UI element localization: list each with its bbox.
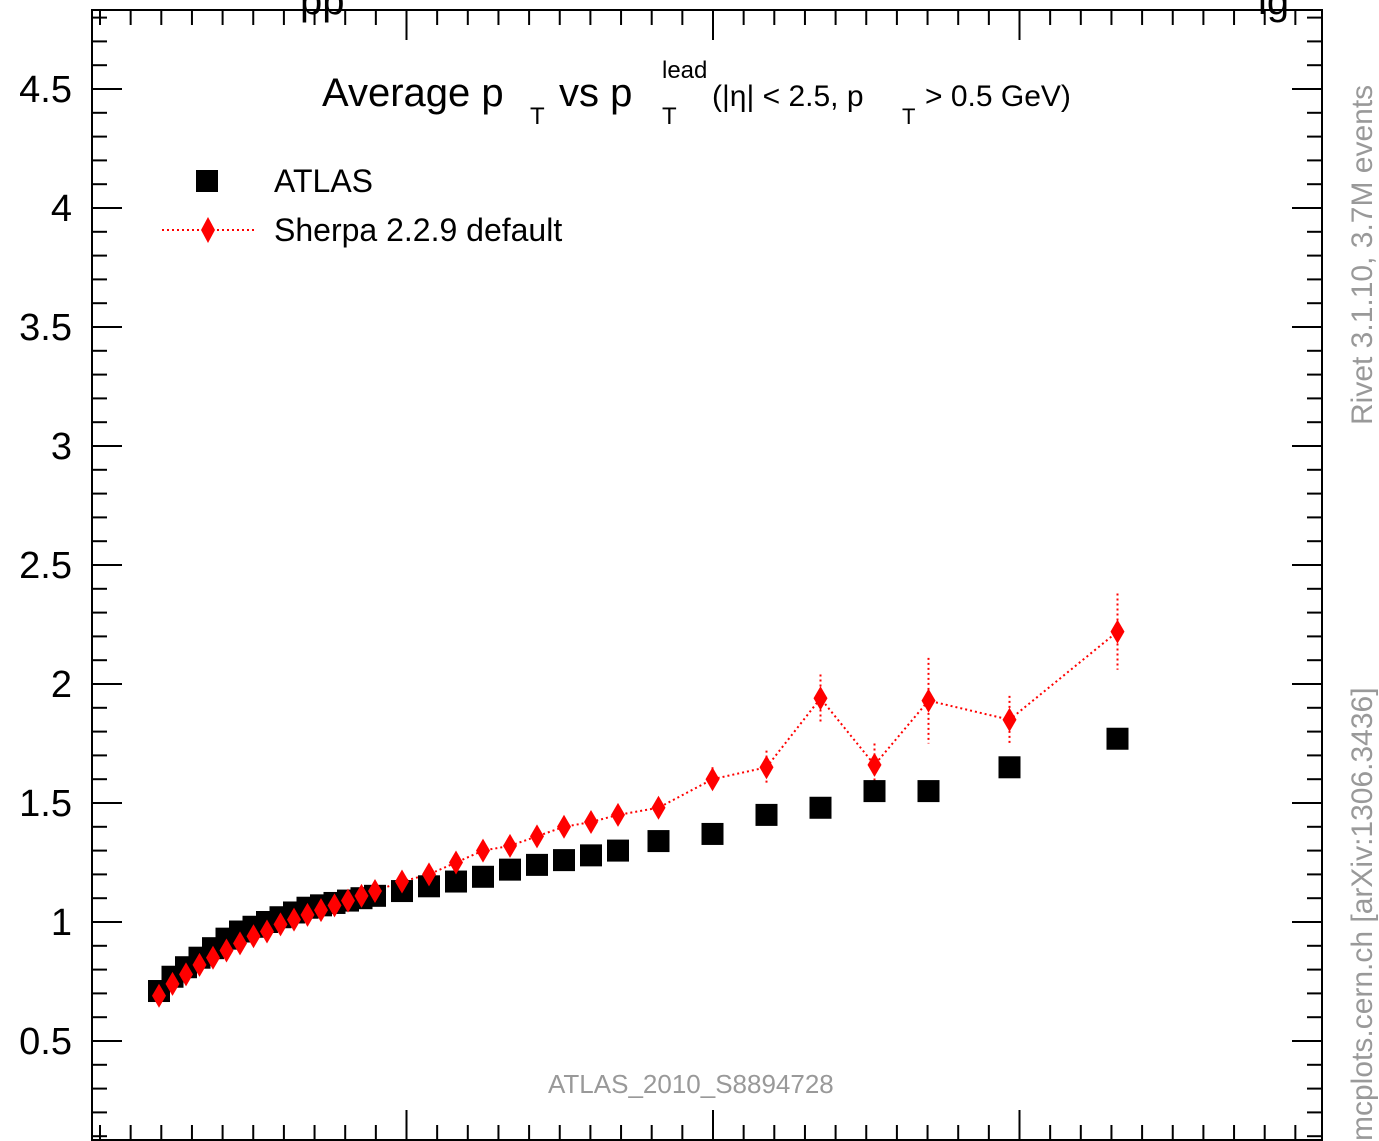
sherpa-point bbox=[260, 919, 274, 944]
atlas-point bbox=[445, 870, 467, 893]
title-sub-t-1: T bbox=[530, 103, 545, 130]
sherpa-point bbox=[476, 838, 490, 863]
atlas-point bbox=[472, 865, 494, 888]
sherpa-point bbox=[341, 888, 355, 913]
title-sub-t-3: T bbox=[902, 104, 915, 129]
y-tick-label: 4 bbox=[51, 188, 72, 230]
y-tick-label: 2.5 bbox=[19, 545, 72, 587]
sherpa-line bbox=[158, 630, 1119, 997]
sherpa-point bbox=[449, 850, 463, 875]
y-tick-label: 1.5 bbox=[19, 783, 72, 825]
sherpa-point bbox=[165, 971, 180, 996]
sherpa-point bbox=[759, 755, 774, 780]
sherpa-point bbox=[921, 688, 936, 713]
sherpa-point bbox=[867, 752, 882, 777]
sherpa-point bbox=[368, 879, 382, 904]
sherpa-point bbox=[705, 767, 720, 792]
atlas-point bbox=[701, 822, 724, 845]
sherpa-point bbox=[813, 686, 828, 711]
legend-sherpa-label: Sherpa 2.2.9 default bbox=[274, 212, 562, 248]
atlas-point bbox=[580, 844, 602, 867]
sherpa-point bbox=[530, 824, 544, 849]
sherpa-point bbox=[422, 862, 436, 887]
atlas-point bbox=[917, 780, 940, 803]
title-sup-lead: lead bbox=[662, 57, 707, 84]
top-cut-text-right: ig bbox=[1258, 0, 1289, 23]
sherpa-point bbox=[557, 814, 571, 839]
legend-sherpa-marker bbox=[201, 217, 215, 243]
atlas-point bbox=[863, 780, 886, 803]
y-tick-label: 1 bbox=[51, 902, 72, 944]
side-text-rivet: Rivet 3.1.10, 3.7M events bbox=[1346, 85, 1379, 425]
y-tick-label: 0.5 bbox=[19, 1021, 72, 1063]
legend: ATLAS Sherpa 2.2.9 default bbox=[162, 163, 562, 248]
sherpa-point bbox=[354, 883, 369, 908]
sherpa-point bbox=[584, 810, 598, 835]
y-tick-label: 3 bbox=[51, 426, 72, 468]
sherpa-point bbox=[287, 907, 301, 932]
sherpa-point bbox=[152, 983, 166, 1008]
legend-atlas-label: ATLAS bbox=[274, 163, 373, 199]
atlas-point bbox=[526, 853, 548, 876]
sherpa-point bbox=[314, 898, 328, 923]
chart-title: Average p T vs p T lead (|η| < 2.5, p T … bbox=[322, 57, 1071, 130]
analysis-watermark: ATLAS_2010_S8894728 bbox=[548, 1069, 834, 1099]
sherpa-point bbox=[503, 833, 517, 858]
sherpa-point bbox=[192, 952, 207, 977]
sherpa-point bbox=[651, 795, 666, 820]
title-cond-close: > 0.5 GeV) bbox=[925, 80, 1071, 113]
sherpa-point bbox=[1002, 707, 1017, 732]
sherpa-point bbox=[611, 802, 625, 827]
y-tick-label: 4.5 bbox=[19, 69, 72, 111]
sherpa-point bbox=[246, 924, 261, 949]
sherpa-point bbox=[233, 931, 247, 956]
sherpa-point bbox=[300, 902, 315, 927]
y-axis: 0.5 1 1.5 2 2.5 3 3.5 4 4.5 bbox=[19, 16, 1322, 1138]
atlas-point bbox=[607, 839, 629, 862]
title-cond-open: (|η| < 2.5, p bbox=[712, 80, 864, 113]
x-axis-ticks bbox=[99, 10, 1297, 1140]
y-tick-label: 3.5 bbox=[19, 307, 72, 349]
atlas-point bbox=[809, 796, 832, 819]
legend-atlas-marker bbox=[196, 170, 218, 192]
atlas-point bbox=[755, 803, 778, 826]
atlas-point bbox=[998, 756, 1021, 779]
y-tick-label: 2 bbox=[51, 664, 72, 706]
plot-frame bbox=[91, 9, 1323, 1141]
sherpa-point bbox=[395, 869, 409, 894]
side-text-mcplots: mcplots.cern.ch [arXiv:1306.3436] bbox=[1346, 687, 1379, 1141]
atlas-point bbox=[553, 849, 575, 872]
atlas-point bbox=[499, 858, 521, 881]
sherpa-series bbox=[152, 619, 1125, 1008]
atlas-point bbox=[1106, 727, 1129, 750]
sherpa-connecting-line bbox=[158, 630, 1119, 997]
atlas-point bbox=[647, 830, 670, 853]
title-vs: vs p bbox=[559, 71, 632, 115]
sherpa-point bbox=[219, 938, 234, 963]
sherpa-point bbox=[179, 962, 193, 987]
sherpa-point bbox=[206, 945, 220, 970]
top-cut-text: pp bbox=[300, 0, 345, 23]
sherpa-point bbox=[327, 893, 342, 918]
title-main: Average p bbox=[322, 71, 504, 115]
sherpa-point bbox=[273, 912, 288, 937]
atlas-series bbox=[148, 727, 1129, 1003]
sherpa-point bbox=[1110, 619, 1125, 644]
title-sub-t-2: T bbox=[662, 103, 677, 130]
